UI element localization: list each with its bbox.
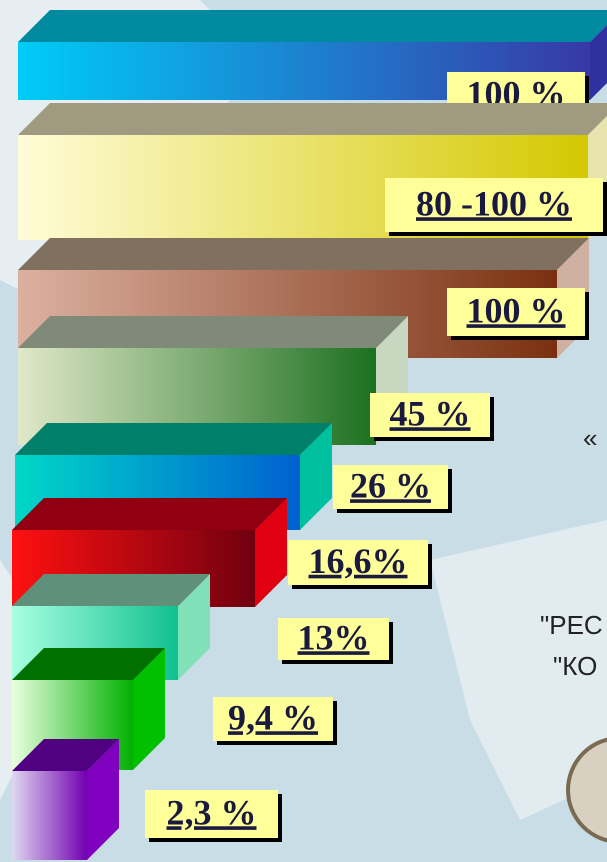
bar-label: 26 % — [350, 465, 431, 505]
bar-top — [18, 316, 408, 348]
bar-label: 16,6% — [309, 541, 408, 581]
side-text: "КО — [553, 651, 597, 681]
bar-top — [15, 423, 332, 455]
bar-label: 2,3 % — [167, 792, 257, 832]
bar-top — [18, 103, 607, 135]
bar-label: 13% — [298, 617, 370, 657]
bar-label: 9,4 % — [228, 697, 318, 737]
side-text: « — [583, 423, 597, 453]
bar-top — [18, 238, 589, 270]
bar-top — [12, 498, 287, 530]
bar-top — [12, 574, 210, 606]
slide: « "РЕС "КО 100 %80 -100 %100 %45 %26 %16… — [0, 0, 607, 862]
side-text: "РЕС — [540, 610, 603, 640]
bar-label: 100 % — [467, 290, 566, 330]
bar-label: 80 -100 % — [416, 183, 572, 223]
bar-top — [18, 10, 607, 42]
bar-front — [12, 771, 87, 860]
bar-label: 45 % — [390, 393, 471, 433]
